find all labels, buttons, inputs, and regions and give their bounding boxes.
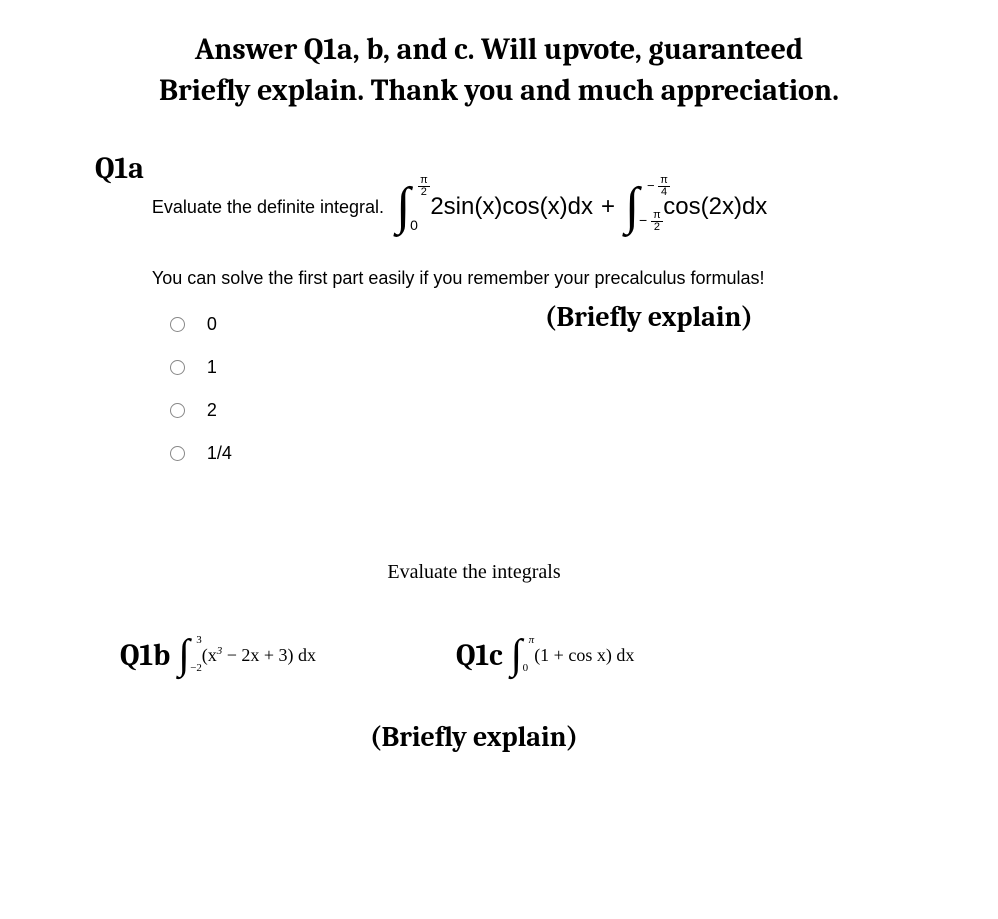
radio-icon [170,446,185,461]
integral-2-body: cos(2x)dx [663,193,767,221]
q1b-integral: ∫ 3 −2 (x3 − 2x + 3) dx [178,634,316,676]
question-1c: Q1c ∫ π 0 (1 + cos x) dx [456,634,634,676]
plus-sign: + [601,193,615,221]
page-title: Answer Q1a, b, and c. Will upvote, guara… [60,30,938,111]
option-2[interactable]: 2 [170,400,938,421]
evaluate-heading: Evaluate the integrals [10,561,938,584]
q1b-label: Q1b [120,638,170,673]
question-1b: Q1b ∫ 3 −2 (x3 − 2x + 3) dx [120,634,316,676]
section-bc: Evaluate the integrals Q1b ∫ 3 −2 (x3 − … [60,561,938,753]
briefly-explain-2: (Briefly explain) [10,721,938,753]
option-label: 1 [207,357,217,378]
radio-icon [170,403,185,418]
briefly-explain-1: (Briefly explain) [545,301,753,333]
q1a-prompt-row: Evaluate the definite integral. ∫ π 2 0 … [152,181,938,233]
q1a-label: Q1a [95,151,144,186]
question-1a: Q1a Evaluate the definite integral. ∫ π … [95,151,938,486]
option-1[interactable]: 1 [170,357,938,378]
q1a-expression: ∫ π 2 0 2sin(x)cos(x)dx + ∫ [394,181,767,233]
radio-icon [170,360,185,375]
option-label: 1/4 [207,443,232,464]
integral-2: ∫ − π 4 − π 2 [625,181,639,233]
title-line-1: Answer Q1a, b, and c. Will upvote, guara… [60,30,938,71]
option-label: 0 [207,314,217,335]
title-line-2: Briefly explain. Thank you and much appr… [60,71,938,112]
q1c-integral: ∫ π 0 (1 + cos x) dx [511,634,635,676]
q1a-hint: You can solve the first part easily if y… [152,268,938,289]
integral-1: ∫ π 2 0 [396,181,410,233]
radio-icon [170,317,185,332]
q1c-label: Q1c [456,638,503,673]
q1a-options: 0 1 2 1/4 (Briefly explain) [170,314,938,464]
option-label: 2 [207,400,217,421]
integral-1-body: 2sin(x)cos(x)dx [430,193,593,221]
option-3[interactable]: 1/4 [170,443,938,464]
q1a-prompt: Evaluate the definite integral. [152,197,384,218]
